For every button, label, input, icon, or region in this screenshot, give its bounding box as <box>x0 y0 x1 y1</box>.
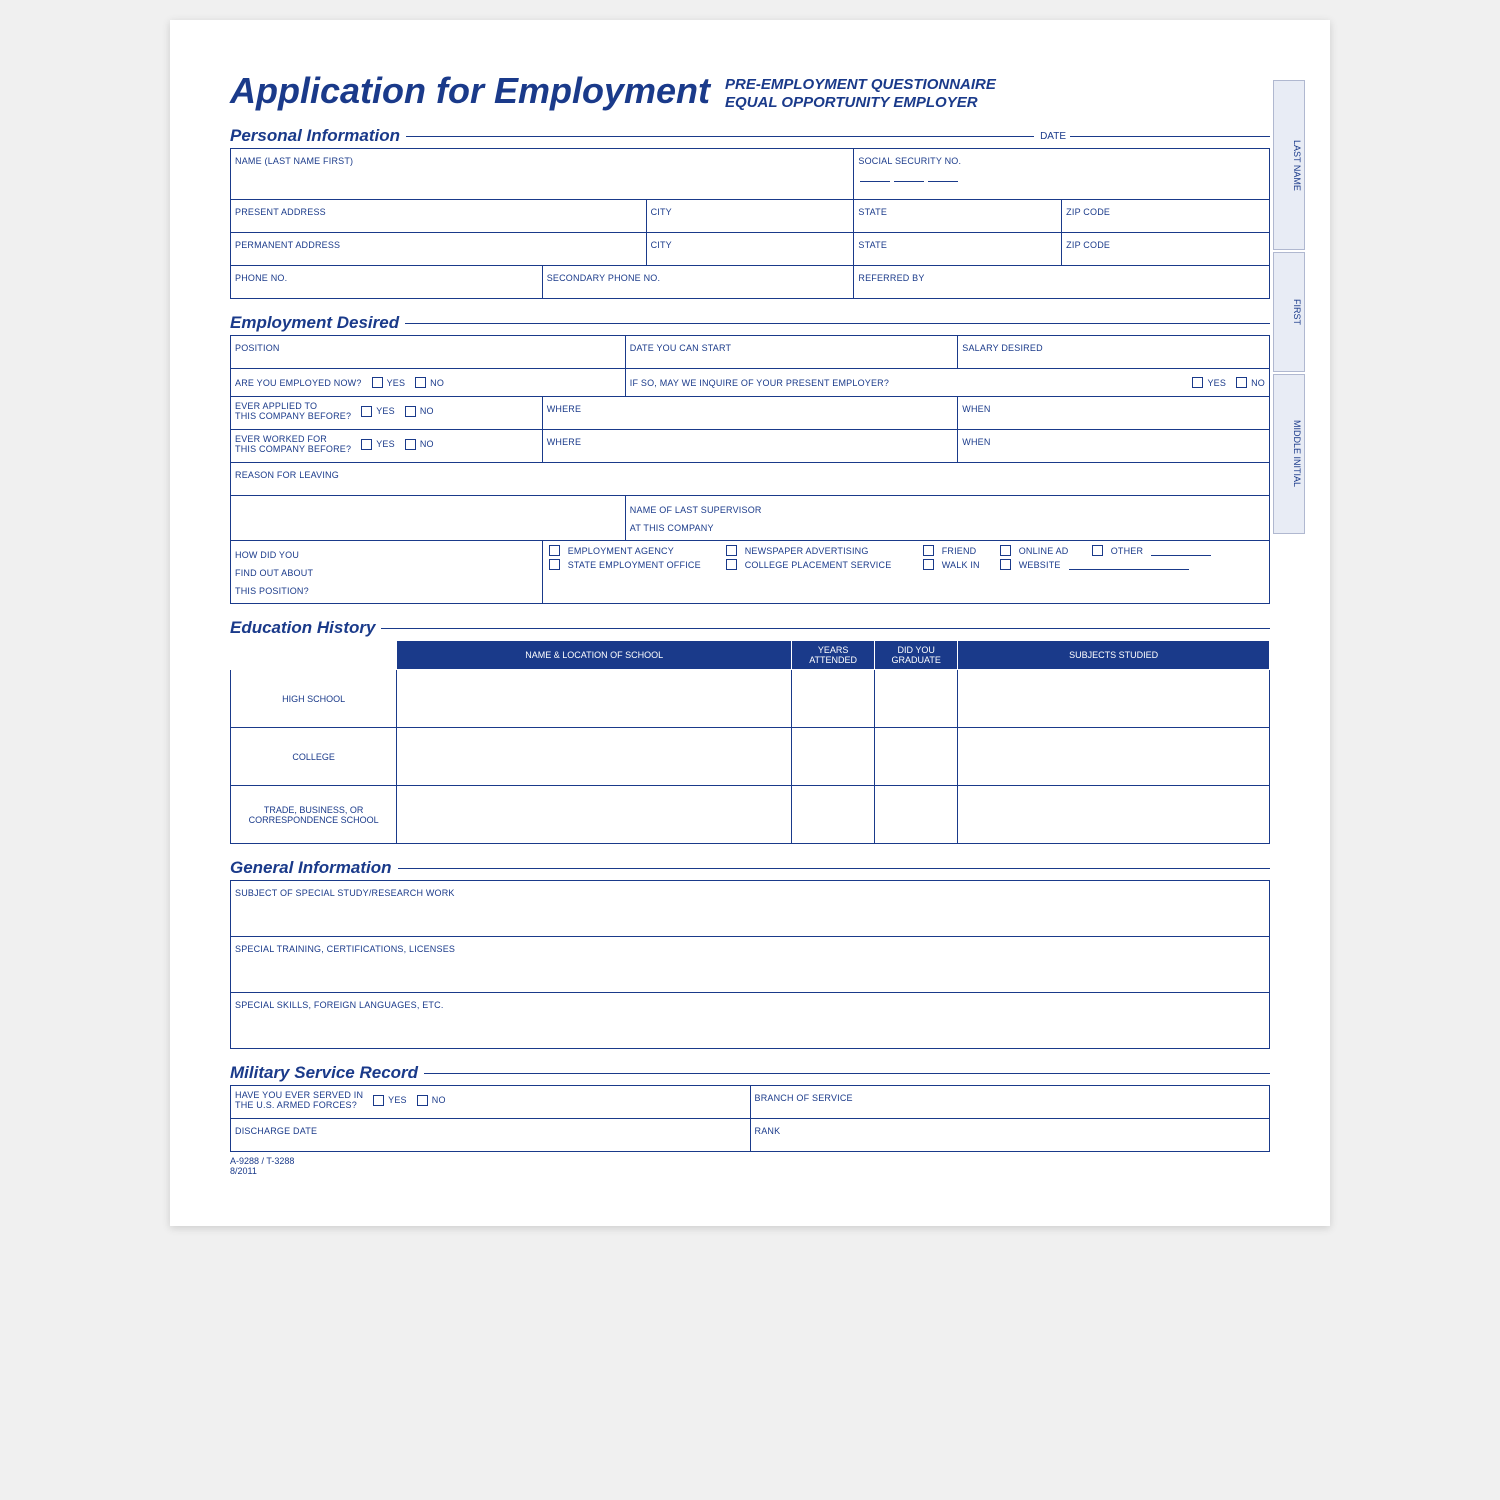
label-training: SPECIAL TRAINING, CERTIFICATIONS, LICENS… <box>235 944 455 954</box>
label-supervisor: NAME OF LAST SUPERVISORAT THIS COMPANY <box>630 505 762 533</box>
label-special-study: SUBJECT OF SPECIAL STUDY/RESEARCH WORK <box>235 888 455 898</box>
row-trade: TRADE, BUSINESS, OR CORRESPONDENCE SCHOO… <box>231 786 397 844</box>
section-employment: Employment Desired <box>230 313 1270 333</box>
label-how-find: HOW DID YOUFIND OUT ABOUTTHIS POSITION? <box>235 550 313 596</box>
general-info-table: SUBJECT OF SPECIAL STUDY/RESEARCH WORK S… <box>230 880 1270 1049</box>
checkbox-state-office[interactable] <box>549 559 560 570</box>
form-footer: A-9288 / T-32888/2011 <box>230 1156 1270 1176</box>
section-personal: Personal Information DATE <box>230 126 1270 146</box>
label-zip: ZIP CODE <box>1066 207 1110 217</box>
label-inquire: IF SO, MAY WE INQUIRE OF YOUR PRESENT EM… <box>630 378 889 388</box>
checkbox-other[interactable] <box>1092 545 1103 556</box>
checkbox-friend[interactable] <box>923 545 934 556</box>
label-skills: SPECIAL SKILLS, FOREIGN LANGUAGES, ETC. <box>235 1000 444 1010</box>
label-state: STATE <box>858 207 887 217</box>
employment-table: POSITION DATE YOU CAN START SALARY DESIR… <box>230 335 1270 604</box>
checkbox-inquire-yes[interactable] <box>1192 377 1203 388</box>
col-school: NAME & LOCATION OF SCHOOL <box>397 641 792 670</box>
section-military: Military Service Record <box>230 1063 1270 1083</box>
employment-application-form: LAST NAME FIRST MIDDLE INITIAL Applicati… <box>170 20 1330 1226</box>
col-graduate: DID YOU GRADUATE <box>875 641 958 670</box>
checkbox-served-yes[interactable] <box>373 1095 384 1106</box>
checkbox-agency[interactable] <box>549 545 560 556</box>
row-highschool: HIGH SCHOOL <box>231 670 397 728</box>
checkbox-worked-no[interactable] <box>405 439 416 450</box>
label-rank: RANK <box>755 1126 781 1136</box>
section-education: Education History <box>230 618 1270 638</box>
checkbox-college[interactable] <box>726 559 737 570</box>
checkbox-employed-no[interactable] <box>415 377 426 388</box>
checkbox-walkin[interactable] <box>923 559 934 570</box>
checkbox-served-no[interactable] <box>417 1095 428 1106</box>
checkbox-website[interactable] <box>1000 559 1011 570</box>
checkbox-online[interactable] <box>1000 545 1011 556</box>
label-where: WHERE <box>547 404 582 414</box>
form-subtitle: PRE-EMPLOYMENT QUESTIONNAIREEQUAL OPPORT… <box>725 76 996 112</box>
col-years: YEARS ATTENDED <box>792 641 875 670</box>
checkbox-newspaper[interactable] <box>726 545 737 556</box>
tab-first: FIRST <box>1273 252 1305 372</box>
checkbox-worked-yes[interactable] <box>361 439 372 450</box>
personal-info-table: NAME (LAST NAME FIRST) SOCIAL SECURITY N… <box>230 148 1270 299</box>
label-reason: REASON FOR LEAVING <box>235 470 339 480</box>
tab-mi: MIDDLE INITIAL <box>1273 374 1305 534</box>
label-city: CITY <box>651 207 672 217</box>
label-branch: BRANCH OF SERVICE <box>755 1093 853 1103</box>
checkbox-employed-yes[interactable] <box>372 377 383 388</box>
label-present-address: PRESENT ADDRESS <box>235 207 326 217</box>
label-employed-now: ARE YOU EMPLOYED NOW? <box>235 378 362 388</box>
checkbox-applied-no[interactable] <box>405 406 416 417</box>
label-phone2: SECONDARY PHONE NO. <box>547 273 661 283</box>
checkbox-inquire-no[interactable] <box>1236 377 1247 388</box>
label-position: POSITION <box>235 343 280 353</box>
military-table: HAVE YOU EVER SERVED INTHE U.S. ARMED FO… <box>230 1085 1270 1152</box>
tab-lastname: LAST NAME <box>1273 80 1305 250</box>
label-start-date: DATE YOU CAN START <box>630 343 731 353</box>
checkbox-applied-yes[interactable] <box>361 406 372 417</box>
label-referred: REFERRED BY <box>858 273 924 283</box>
label-name: NAME (LAST NAME FIRST) <box>235 156 353 166</box>
col-subjects: SUBJECTS STUDIED <box>958 641 1270 670</box>
label-phone: PHONE NO. <box>235 273 287 283</box>
label-discharge: DISCHARGE DATE <box>235 1126 317 1136</box>
label-ssn: SOCIAL SECURITY NO. <box>858 156 961 166</box>
section-general: General Information <box>230 858 1270 878</box>
education-table: NAME & LOCATION OF SCHOOL YEARS ATTENDED… <box>230 640 1270 844</box>
label-salary: SALARY DESIRED <box>962 343 1043 353</box>
label-when: WHEN <box>962 404 990 414</box>
row-college: COLLEGE <box>231 728 397 786</box>
form-title: Application for Employment <box>230 70 710 112</box>
label-permanent-address: PERMANENT ADDRESS <box>235 240 340 250</box>
